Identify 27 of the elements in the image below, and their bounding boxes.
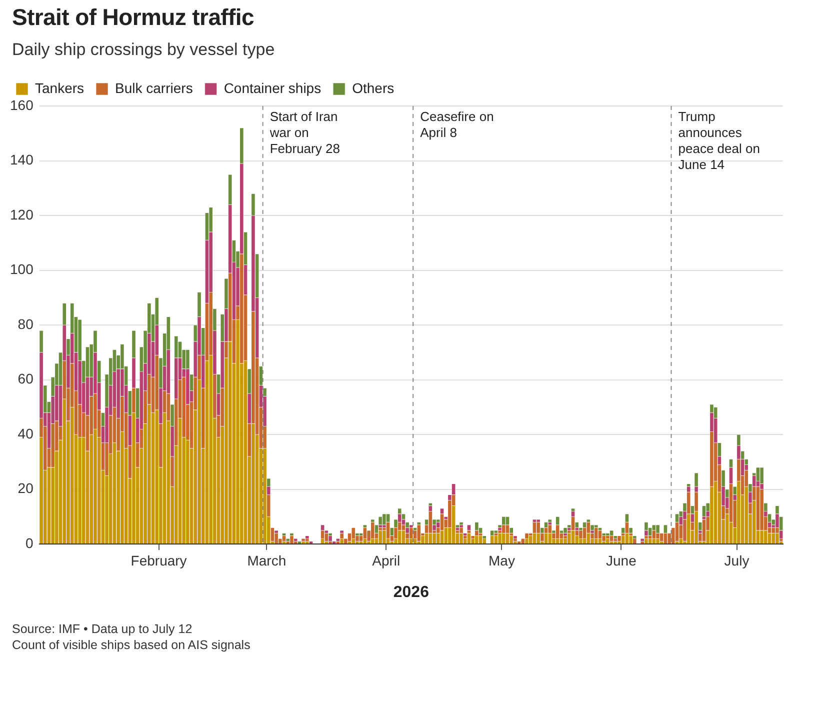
legend-label: Container ships	[224, 80, 322, 96]
y-tick-label: 20	[18, 480, 34, 496]
ref-line-label: Start of Iran war on February 28	[268, 109, 340, 156]
x-axis-title: 2026	[393, 584, 430, 601]
y-tick-label: 160	[10, 96, 34, 113]
y-tick-label: 120	[10, 206, 34, 222]
source-note: Source: IMF • Data up to July 12	[12, 621, 194, 637]
chart-title: Strait of Hormuz traffic	[12, 4, 254, 31]
x-tick-label: July	[724, 552, 750, 568]
legend-label: Bulk carriers	[115, 80, 193, 96]
x-tick-label: March	[247, 552, 286, 568]
x-tick-label: June	[606, 552, 637, 568]
legend-label: Others	[352, 80, 394, 96]
chart-subtitle: Daily ship crossings by vessel type	[12, 40, 275, 60]
text: Count of visible ships based on AIS signals	[12, 637, 250, 653]
legend-label: Tankers	[35, 80, 84, 96]
y-tick-label: 0	[26, 534, 34, 551]
x-tick-label: February	[130, 552, 187, 568]
ref-line-label: Ceasefire on April 8	[420, 109, 494, 140]
y-tick-label: 60	[18, 370, 34, 387]
y-tick-label: 40	[18, 425, 34, 442]
x-tick-label: May	[488, 552, 515, 568]
y-tick-label: 100	[10, 261, 34, 278]
x-tick-label: April	[372, 552, 400, 568]
y-tick-label: 80	[18, 316, 34, 332]
y-tick-label: 140	[10, 152, 34, 168]
ref-line-label: Trump announces peace deal on June 14	[678, 109, 760, 172]
